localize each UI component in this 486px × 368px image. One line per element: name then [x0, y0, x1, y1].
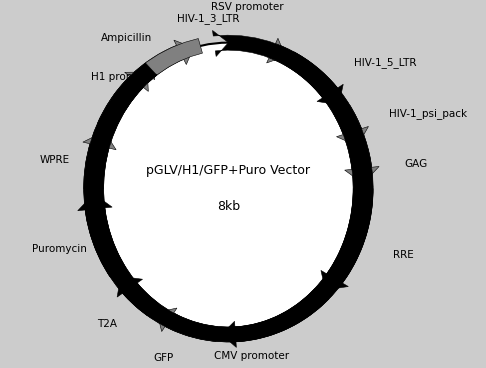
- Text: Ampicillin: Ampicillin: [101, 33, 152, 43]
- Text: RRE: RRE: [393, 250, 414, 260]
- Text: HIV-1_5_LTR: HIV-1_5_LTR: [354, 57, 417, 68]
- Text: pGLV/H1/GFP+Puro Vector: pGLV/H1/GFP+Puro Vector: [146, 164, 311, 177]
- Polygon shape: [221, 288, 329, 347]
- Polygon shape: [321, 189, 373, 290]
- Text: GAG: GAG: [404, 159, 427, 169]
- Polygon shape: [285, 52, 343, 105]
- Text: H1 promoter: H1 promoter: [90, 72, 156, 82]
- Text: GFP: GFP: [154, 353, 174, 363]
- Polygon shape: [110, 40, 193, 109]
- Text: RSV promoter: RSV promoter: [210, 1, 283, 11]
- Polygon shape: [345, 149, 379, 184]
- Text: Puromycin: Puromycin: [32, 244, 87, 254]
- Text: T2A: T2A: [98, 319, 118, 329]
- Polygon shape: [84, 38, 373, 342]
- Text: CMV promoter: CMV promoter: [214, 351, 289, 361]
- Text: 8kb: 8kb: [217, 200, 240, 213]
- Polygon shape: [97, 72, 148, 130]
- Text: HIV-1_psi_pack: HIV-1_psi_pack: [389, 108, 467, 119]
- Polygon shape: [333, 105, 368, 146]
- Polygon shape: [83, 132, 116, 189]
- Text: HIV-1_3_LTR: HIV-1_3_LTR: [176, 13, 239, 24]
- Polygon shape: [157, 308, 218, 342]
- Polygon shape: [78, 194, 126, 277]
- Polygon shape: [117, 276, 158, 316]
- Ellipse shape: [94, 43, 363, 335]
- Polygon shape: [84, 31, 373, 342]
- Text: WPRE: WPRE: [39, 155, 69, 164]
